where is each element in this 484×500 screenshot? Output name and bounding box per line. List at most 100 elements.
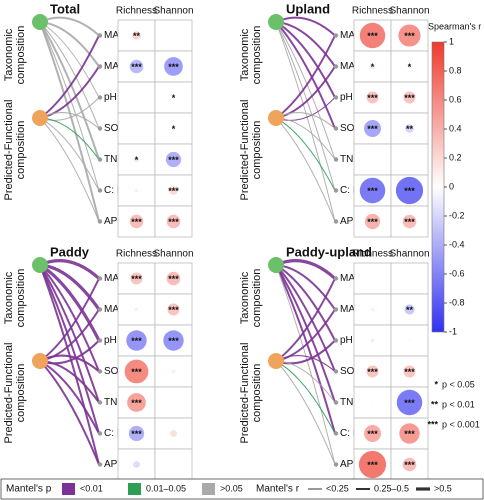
row-dot — [333, 95, 339, 100]
significance-stars: *** — [168, 305, 179, 315]
row-label: C: N — [340, 428, 360, 439]
colorbar-tick-label: 0.8 — [449, 65, 462, 75]
row-dot — [333, 462, 339, 467]
significance-stars: *** — [404, 398, 415, 408]
column-header: Shannon — [153, 249, 193, 260]
significance-stars: *** — [404, 367, 415, 377]
significance-stars: *** — [404, 217, 415, 227]
row-dot — [97, 400, 103, 405]
correlation-circle — [128, 425, 145, 442]
correlation-circle — [402, 457, 417, 472]
row-label: AP — [104, 459, 118, 470]
mantel-link — [39, 278, 100, 362]
correlation-circle — [371, 401, 374, 404]
mantel-link — [275, 264, 336, 434]
correlation-circle — [395, 176, 424, 205]
mantel-link — [275, 264, 336, 465]
row-label: TN — [104, 397, 117, 408]
correlation-circle — [364, 425, 381, 442]
panel-title: Paddy — [50, 244, 90, 259]
significance-stars: *** — [404, 186, 415, 196]
legend-label: 0.01–0.05 — [146, 483, 186, 493]
correlation-circle — [166, 214, 181, 229]
correlation-circle — [407, 64, 412, 69]
correlation-circle — [130, 272, 143, 285]
panel-title: Upland — [286, 1, 330, 16]
row-label: AP — [340, 216, 354, 227]
row-label: MAP — [340, 61, 362, 72]
panel-title: Paddy-upland — [286, 244, 372, 259]
row-label: MAP — [340, 304, 362, 315]
significance-label: p < 0.01 — [442, 399, 475, 409]
correlation-circle — [372, 278, 373, 279]
row-dot — [97, 462, 103, 467]
significance-stars: *** — [367, 186, 378, 196]
group-label: composition — [15, 121, 27, 180]
row-label: pH — [104, 92, 117, 103]
legend-swatch — [62, 483, 75, 495]
row-label: MAP — [104, 304, 126, 315]
mantel-link — [39, 117, 100, 222]
correlation-circle — [409, 278, 410, 279]
row-label: pH — [340, 92, 353, 103]
row-dot — [97, 33, 103, 38]
significance-stars: *** — [404, 93, 415, 103]
mantel-link — [275, 360, 336, 465]
row-dot — [97, 64, 103, 69]
mantel-link — [275, 264, 336, 403]
significance-stars: * — [172, 93, 176, 103]
significance-stars: *** — [404, 31, 415, 41]
correlation-circle — [129, 214, 144, 229]
legend-title: Mantel's p — [6, 484, 52, 495]
cell — [117, 81, 156, 114]
correlation-circle — [171, 369, 176, 374]
mantel-link — [275, 21, 336, 222]
mantel-link — [275, 264, 336, 372]
correlation-circle — [165, 151, 182, 168]
correlation-circle — [370, 338, 375, 343]
row-label: C: N — [340, 185, 360, 196]
mantel-link — [275, 21, 336, 160]
significance-stars: *** — [131, 217, 142, 227]
row-label: AP — [340, 459, 354, 470]
mantel-link — [39, 264, 100, 403]
correlation-circle — [171, 95, 176, 100]
significance-stars: *** — [367, 31, 378, 41]
significance-stars: * — [172, 124, 176, 134]
significance-stars: *** — [168, 186, 179, 196]
row-dot — [333, 219, 339, 224]
row-label: MAT — [104, 273, 124, 284]
legend-label: 0.25–0.5 — [374, 483, 409, 493]
correlation-circle — [173, 464, 174, 465]
row-dot — [333, 126, 339, 131]
mantel-link — [39, 264, 100, 465]
correlation-circle — [402, 214, 417, 229]
significance-stars: *** — [367, 460, 378, 470]
significance-symbol: *** — [427, 419, 438, 429]
correlation-circle — [364, 213, 381, 230]
significance-stars: *** — [131, 336, 142, 346]
row-label: MAT — [340, 30, 360, 41]
group-node — [268, 14, 284, 30]
row-dot — [97, 307, 103, 312]
significance-stars: ** — [133, 31, 141, 41]
correlation-circle — [133, 461, 140, 468]
row-label: pH — [104, 335, 117, 346]
cell — [390, 448, 429, 481]
significance-stars: *** — [168, 155, 179, 165]
colorbar-tick-label: 0.6 — [449, 94, 462, 104]
significance-stars: ** — [406, 305, 414, 315]
legend-title: Mantel's r — [256, 484, 300, 495]
group-label: composition — [251, 364, 263, 423]
row-dot — [333, 64, 339, 69]
row-label: SOC — [104, 123, 126, 134]
significance-stars: *** — [131, 62, 142, 72]
row-dot — [333, 338, 339, 343]
significance-stars: *** — [168, 274, 179, 284]
significance-stars: ** — [406, 124, 414, 134]
mantel-link — [275, 21, 336, 129]
group-node — [32, 110, 48, 126]
correlation-circle — [132, 31, 141, 40]
significance-stars: *** — [131, 367, 142, 377]
